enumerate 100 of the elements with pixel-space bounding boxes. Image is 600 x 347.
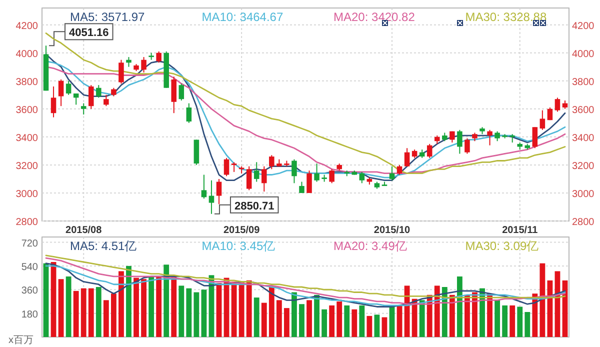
bar <box>254 298 260 337</box>
bar <box>171 276 177 337</box>
candlestick <box>201 174 207 200</box>
bar <box>96 287 102 337</box>
bar <box>382 317 388 337</box>
candlestick <box>80 102 86 115</box>
candlestick <box>292 158 297 184</box>
candlestick <box>457 129 462 154</box>
bar <box>103 300 109 337</box>
bar <box>449 294 455 337</box>
line-series <box>45 254 566 298</box>
candlestick <box>547 106 553 121</box>
candlestick <box>224 157 230 177</box>
bar <box>502 305 508 337</box>
line-series <box>45 257 566 305</box>
y-tick-label: 4200 <box>16 20 38 32</box>
bar <box>517 306 523 337</box>
bar <box>352 309 358 337</box>
candlestick <box>126 56 132 68</box>
bar <box>238 282 244 337</box>
candlestick <box>50 86 56 118</box>
y2-tick-label: 2800 <box>572 217 595 228</box>
candlestick <box>178 83 184 101</box>
y-axis-title: x百万 <box>8 335 34 346</box>
text: MA5: 3571.97 <box>70 10 146 24</box>
y-tick-label: 2800 <box>16 217 38 228</box>
bar <box>134 278 139 337</box>
bar <box>547 280 553 337</box>
candlestick <box>246 166 252 191</box>
bar <box>246 280 252 337</box>
text: MA30: 3.09亿 <box>465 239 539 253</box>
bar <box>126 266 132 337</box>
bar <box>148 276 154 337</box>
candlestick <box>208 180 214 214</box>
annotation: 4051.16 <box>69 27 109 40</box>
bar <box>314 294 320 337</box>
bar <box>510 305 516 337</box>
bar <box>156 276 162 337</box>
y-tick-label: 360 <box>21 286 38 297</box>
candlestick <box>269 154 274 170</box>
bar <box>178 286 184 337</box>
candlestick <box>141 56 146 73</box>
candlestick <box>494 130 500 142</box>
y-tick-label: 3000 <box>16 188 38 200</box>
candlestick <box>487 129 492 146</box>
bar <box>292 292 297 337</box>
bar <box>306 300 312 337</box>
x-tick-label: 2015/11 <box>502 225 538 236</box>
candlestick <box>396 164 402 176</box>
candlestick <box>88 84 94 110</box>
series-label: MA5: 4.51亿 <box>70 239 137 253</box>
bar <box>404 286 410 337</box>
bar <box>73 290 79 337</box>
candlestick <box>104 94 109 107</box>
candlestick <box>540 110 546 130</box>
x-tick-label: 2015/08 <box>66 225 102 236</box>
bar <box>464 294 470 337</box>
x-tick-label: 2015/10 <box>374 225 411 236</box>
candlestick <box>171 76 176 114</box>
bar <box>456 276 462 337</box>
bar <box>43 263 49 337</box>
bar <box>366 316 372 337</box>
bar <box>194 292 200 337</box>
bar <box>276 300 282 337</box>
candlestick <box>404 148 410 167</box>
candlestick <box>306 170 312 194</box>
candlestick <box>389 166 395 181</box>
annotation: 2850.71 <box>234 200 274 212</box>
y2-tick-label: 3600 <box>572 104 595 116</box>
bar <box>419 300 425 337</box>
y2-tick-label: 3400 <box>572 132 595 144</box>
bar <box>480 288 485 337</box>
bar <box>66 276 72 337</box>
bar <box>268 287 274 337</box>
candlestick <box>194 139 200 166</box>
candlestick <box>532 126 538 149</box>
candlestick <box>231 162 237 172</box>
bar <box>412 298 418 337</box>
bar <box>532 294 538 337</box>
text: MA10: 3464.67 <box>202 10 284 24</box>
candlestick <box>426 143 432 158</box>
y2-tick-label: 4200 <box>572 20 595 32</box>
candlestick <box>96 84 102 98</box>
bar <box>299 304 304 337</box>
candlestick <box>254 162 260 182</box>
bar <box>540 263 546 337</box>
bar <box>396 305 402 337</box>
bar <box>164 264 170 337</box>
candlestick <box>299 181 304 194</box>
bar <box>494 300 500 337</box>
candlestick <box>464 138 470 154</box>
y2-tick-label: 4000 <box>572 48 595 60</box>
bar <box>231 282 237 337</box>
bar <box>201 290 207 337</box>
y-tick-label: 3600 <box>16 104 38 116</box>
bar <box>472 292 478 337</box>
y-tick-label: 3800 <box>16 76 38 88</box>
candlestick <box>118 59 124 84</box>
bar <box>336 301 342 337</box>
bar <box>216 283 222 337</box>
